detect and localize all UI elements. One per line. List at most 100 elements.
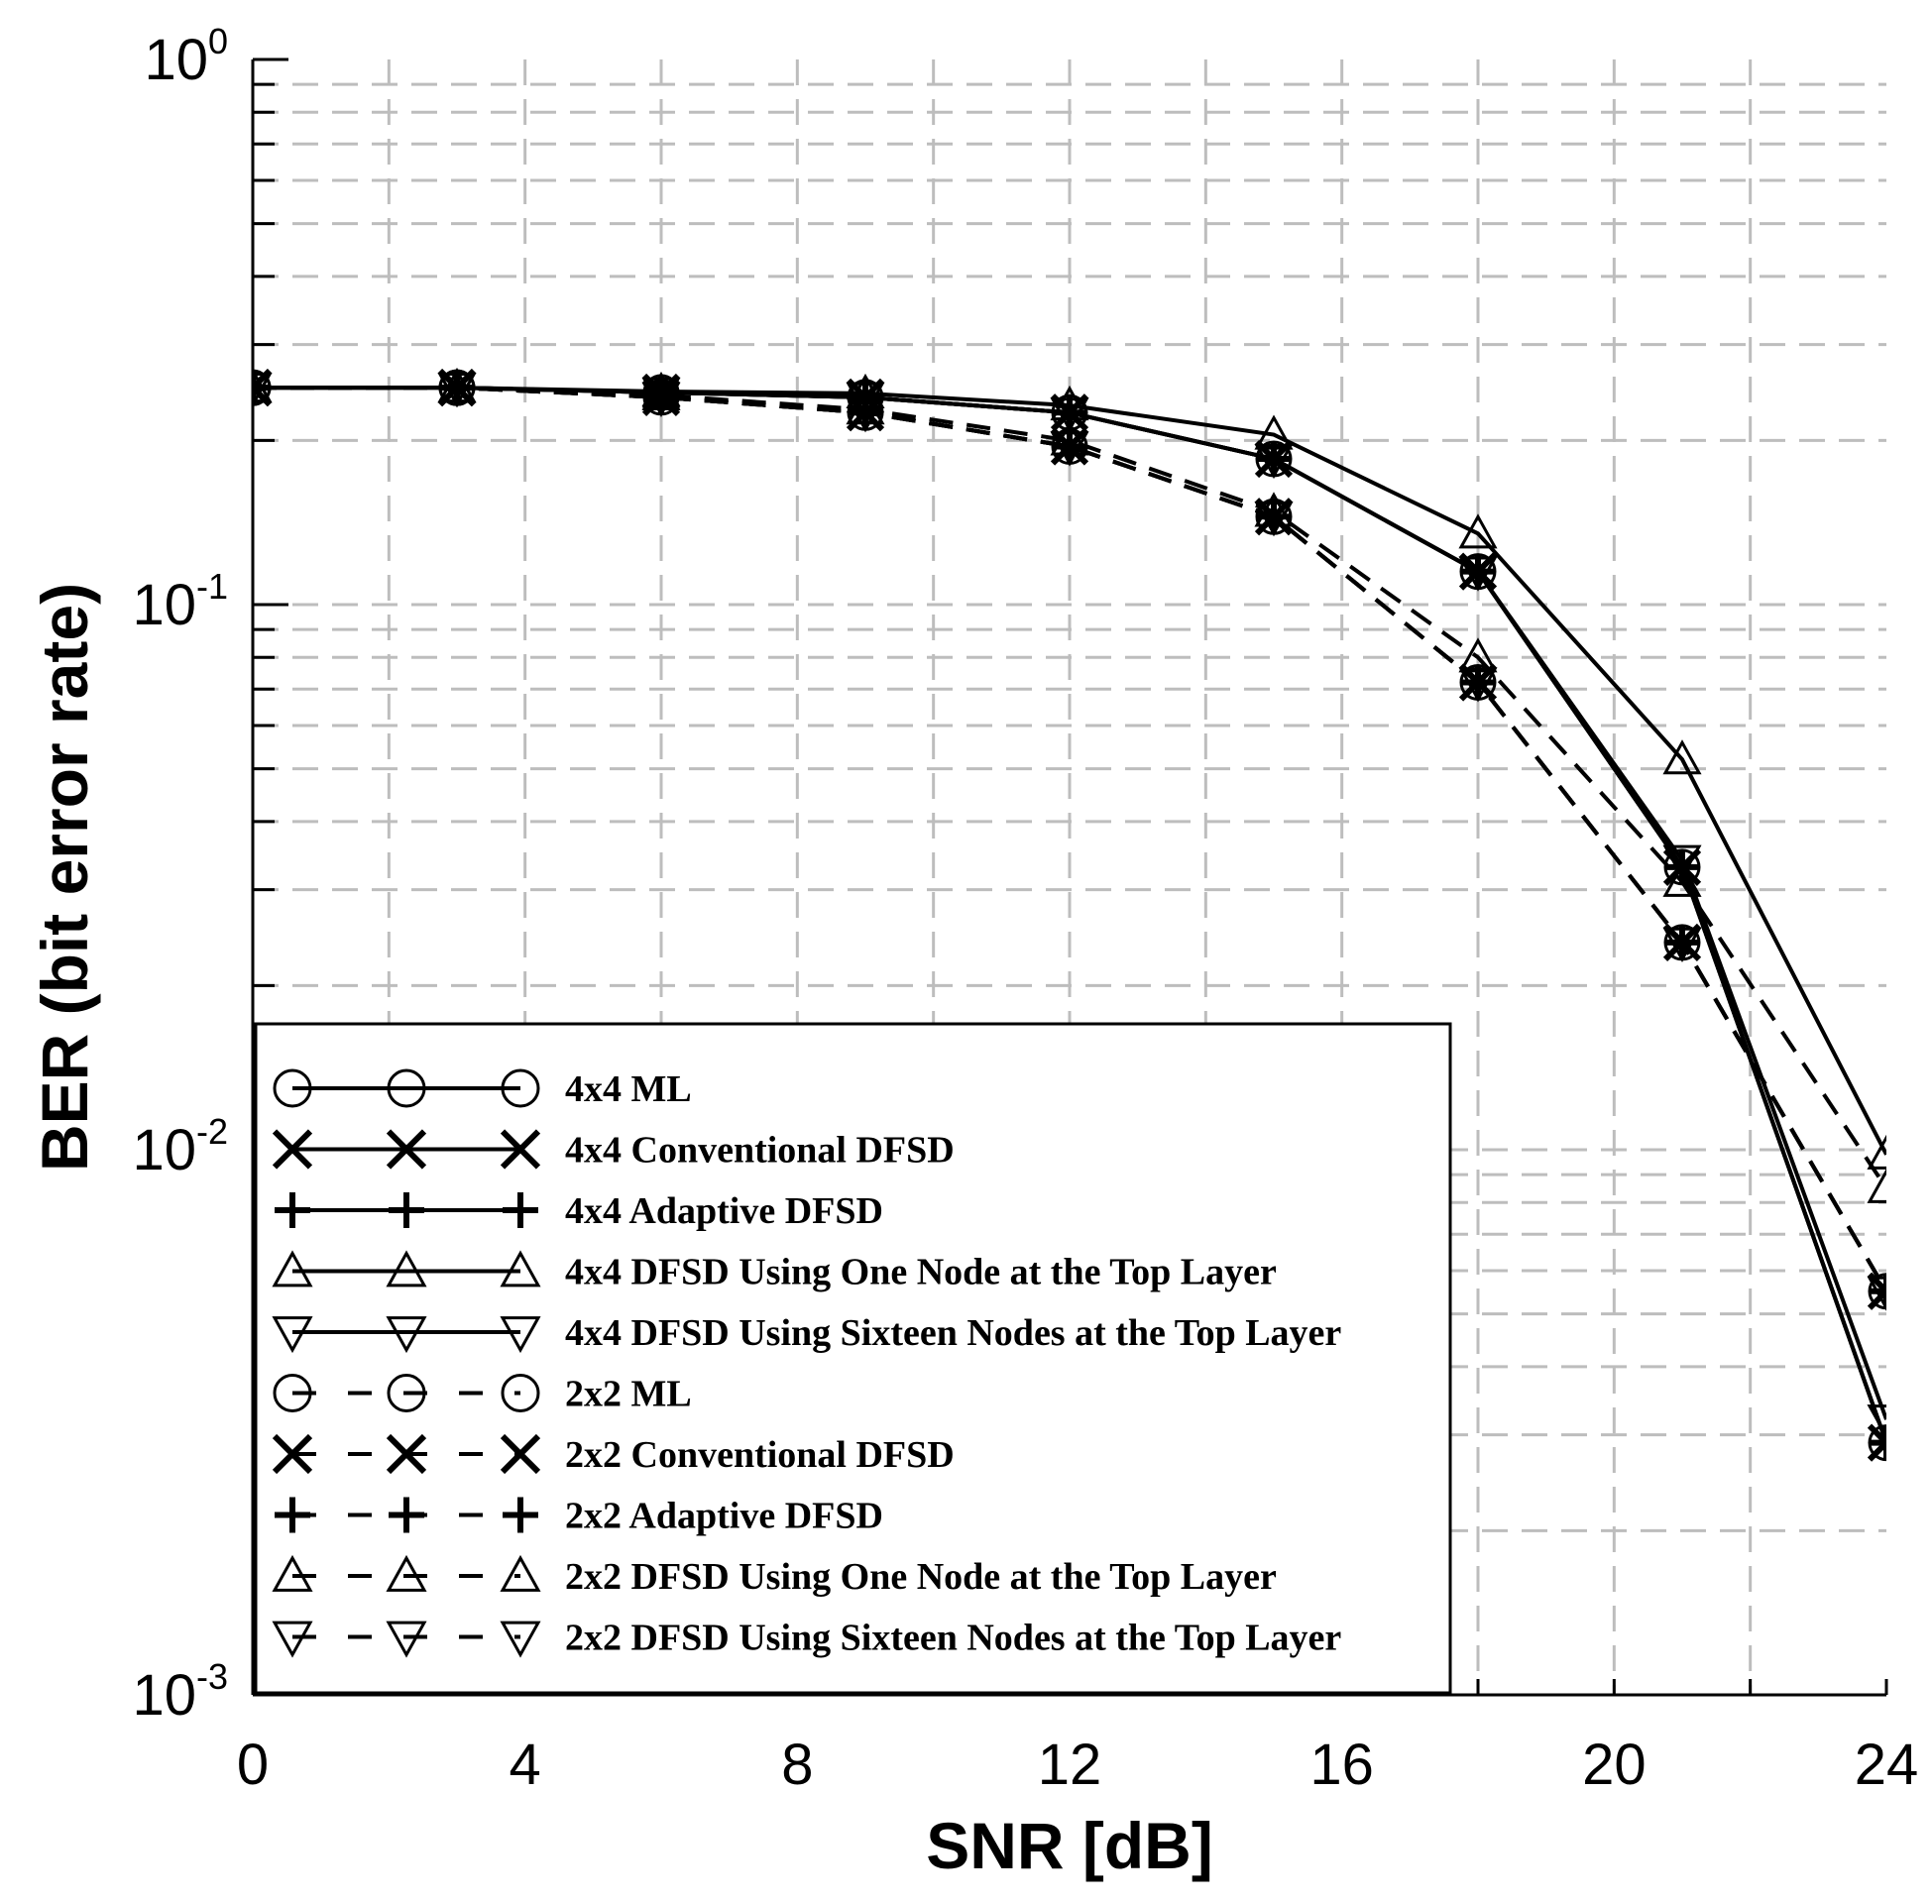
y-tick-label: 10-1	[132, 566, 228, 637]
x-tick-label: 8	[781, 1733, 813, 1797]
marker-triangle-down	[846, 397, 885, 433]
marker-triangle-up	[500, 1250, 541, 1288]
marker-triangle-up	[846, 390, 885, 425]
marker-triangle-up	[1050, 385, 1089, 421]
marker-triangle-down	[1458, 556, 1498, 592]
marker-triangle-up	[1662, 861, 1702, 897]
x-axis-title: SNR [dB]	[926, 1809, 1213, 1882]
legend-entry: 4x4 Conventional DFSD	[272, 1129, 955, 1172]
marker-triangle-down	[1458, 667, 1498, 703]
series-2x2-dfsd-using-sixteen-nodes-at-the-top-layer	[253, 373, 1886, 1311]
marker-triangle-up	[386, 1554, 427, 1592]
marker-circle	[387, 1068, 426, 1108]
marker-triangle-down	[272, 1621, 313, 1658]
series-line	[253, 386, 1886, 1292]
legend-entry: 4x4 ML	[273, 1068, 692, 1110]
marker-triangle-down	[641, 382, 681, 417]
marker-x	[253, 369, 273, 407]
marker-x	[272, 1129, 313, 1170]
legend-entry: 4x4 Adaptive DFSD	[275, 1190, 883, 1232]
marker-triangle-down	[1867, 1404, 1886, 1440]
legend-label: 2x2 Adaptive DFSD	[565, 1496, 883, 1537]
marker-triangle-up	[1458, 637, 1498, 673]
marker-triangle-down	[386, 1621, 427, 1658]
legend-label: 2x2 ML	[565, 1374, 692, 1415]
marker-triangle-up	[1662, 739, 1702, 775]
x-tick-label: 4	[510, 1733, 541, 1797]
marker-triangle-up	[1867, 1168, 1886, 1203]
legend-label: 2x2 DFSD Using One Node at the Top Layer	[565, 1556, 1277, 1598]
y-axis-title: BER (bit error rate)	[28, 583, 101, 1172]
marker-triangle-down	[500, 1621, 541, 1658]
marker-triangle-up	[1254, 492, 1294, 527]
marker-plus	[1870, 1425, 1886, 1460]
marker-x	[1867, 1272, 1886, 1310]
marker-circle	[387, 1374, 426, 1412]
marker-triangle-down	[272, 1316, 313, 1354]
marker-triangle-up	[1254, 414, 1294, 450]
legend-entry: 2x2 DFSD Using One Node at the Top Layer	[272, 1554, 1277, 1598]
marker-plus	[389, 1497, 424, 1533]
legend-entry: 4x4 DFSD Using One Node at the Top Layer	[272, 1250, 1277, 1293]
marker-triangle-down	[253, 373, 273, 408]
legend-box	[254, 1022, 1452, 1695]
marker-triangle-up	[1458, 513, 1498, 549]
marker-triangle-down	[1662, 927, 1702, 962]
marker-x	[386, 1129, 427, 1170]
legend-entry: 2x2 Adaptive DFSD	[275, 1496, 883, 1537]
y-tick-label: 10-2	[132, 1111, 228, 1182]
marker-triangle-down	[386, 1316, 427, 1354]
marker-triangle-down	[1050, 397, 1089, 433]
marker-plus	[503, 1192, 538, 1228]
x-tick-label: 0	[237, 1733, 269, 1797]
marker-x	[272, 1433, 313, 1475]
legend-label: 4x4 Conventional DFSD	[565, 1130, 955, 1172]
legend-label: 2x2 DFSD Using Sixteen Nodes at the Top …	[565, 1618, 1341, 1659]
legend-label: 4x4 DFSD Using One Node at the Top Layer	[565, 1252, 1277, 1293]
legend-label: 4x4 Adaptive DFSD	[565, 1190, 883, 1232]
marker-x	[1867, 1423, 1886, 1462]
legend-entry: 2x2 ML	[273, 1374, 692, 1415]
marker-plus	[1870, 1274, 1886, 1308]
marker-triangle-down	[437, 373, 477, 408]
marker-triangle-up	[1050, 420, 1089, 456]
y-tick-label: 100	[144, 21, 228, 92]
x-tick-label: 24	[1855, 1733, 1919, 1797]
legend-entry: 4x4 DFSD Using Sixteen Nodes at the Top …	[272, 1312, 1341, 1354]
marker-circle	[273, 1374, 312, 1412]
y-tick-label: 10-3	[132, 1656, 228, 1728]
x-tick-label: 12	[1038, 1733, 1102, 1797]
marker-circle	[273, 1068, 312, 1108]
marker-triangle-up	[272, 1554, 313, 1592]
marker-triangle-up	[500, 1554, 541, 1592]
tick-labels: 0 4 8 12 16 20 24 100 10-1 10-2 10-3	[132, 21, 1918, 1797]
legend-label: 2x2 Conventional DFSD	[565, 1434, 955, 1476]
marker-plus	[275, 1192, 310, 1228]
marker-triangle-down	[1662, 844, 1702, 880]
marker-triangle-down	[1254, 443, 1294, 480]
marker-triangle-up	[1867, 1134, 1886, 1170]
marker-triangle-up	[386, 1250, 427, 1288]
x-tick-label: 16	[1309, 1733, 1374, 1797]
legend-entry: 2x2 DFSD Using Sixteen Nodes at the Top …	[272, 1618, 1341, 1659]
marker-x	[500, 1129, 541, 1170]
marker-circle	[501, 1068, 540, 1108]
marker-plus	[389, 1192, 424, 1228]
marker-triangle-down	[1254, 502, 1294, 537]
marker-x	[500, 1433, 541, 1475]
series-group	[253, 368, 1886, 1462]
legend-label: 4x4 DFSD Using Sixteen Nodes at the Top …	[565, 1312, 1341, 1354]
marker-triangle-down	[500, 1316, 541, 1354]
marker-plus	[275, 1497, 310, 1533]
marker-triangle-down	[1867, 1276, 1886, 1311]
marker-x	[386, 1433, 427, 1475]
marker-triangle-down	[1050, 431, 1089, 467]
legend-entry: 2x2 Conventional DFSD	[272, 1433, 955, 1476]
marker-circle	[501, 1374, 540, 1412]
marker-plus	[503, 1497, 538, 1533]
legend-label: 4x4 ML	[565, 1068, 692, 1110]
axes-frame	[251, 57, 1888, 1697]
x-tick-label: 20	[1582, 1733, 1647, 1797]
marker-triangle-up	[641, 375, 681, 411]
